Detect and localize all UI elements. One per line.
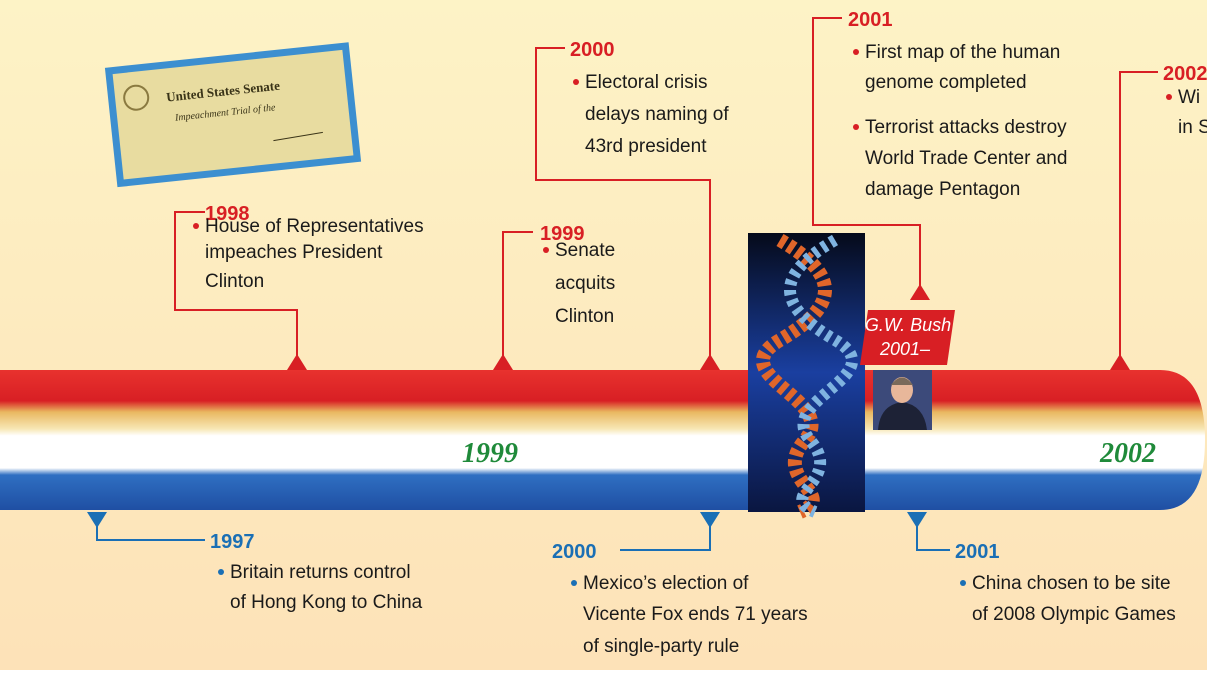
event-text: House of Representatives	[205, 216, 424, 237]
event-text: Vicente Fox ends 71 years	[583, 604, 808, 625]
event-year: 2001	[848, 9, 893, 31]
event-text: Senate	[555, 240, 615, 261]
event-text: of Hong Kong to China	[230, 592, 423, 613]
bullet-dot	[543, 247, 549, 253]
bullet-dot	[1166, 94, 1172, 100]
president-name: G.W. Bush	[865, 315, 951, 335]
bullet-dot	[218, 569, 224, 575]
event-year: 2002	[1163, 63, 1207, 85]
timeline-page: 1999 2002 United States Senate Impeachme…	[0, 0, 1207, 670]
event-text: Terrorist attacks destroy	[865, 117, 1067, 138]
event-year: 2000	[570, 39, 615, 61]
president-term: 2001–	[879, 339, 931, 359]
event-text: Britain returns control	[230, 562, 411, 583]
event-text: Wi	[1178, 87, 1200, 108]
event-text: genome completed	[865, 72, 1027, 93]
event-text: China chosen to be site	[972, 573, 1171, 594]
bullet-dot	[573, 79, 579, 85]
president-photo	[873, 370, 932, 430]
event-text: in S	[1178, 117, 1207, 138]
bullet-dot	[853, 49, 859, 55]
event-text: of single-party rule	[583, 636, 739, 657]
event-text: 43rd president	[585, 136, 707, 157]
event-text: of 2008 Olympic Games	[972, 604, 1176, 625]
event-year: 1997	[210, 531, 255, 553]
event-text: Clinton	[555, 306, 614, 327]
event-text: Electoral crisis	[585, 72, 707, 93]
bullet-dot	[960, 580, 966, 586]
event-text: acquits	[555, 273, 615, 294]
event-year: 2000	[552, 541, 597, 563]
event-text: damage Pentagon	[865, 179, 1020, 200]
event-text: First map of the human	[865, 42, 1060, 63]
bullet-dot	[853, 124, 859, 130]
event-text: delays naming of	[585, 104, 729, 125]
event-year: 2001	[955, 541, 1000, 563]
dna-photo	[748, 233, 865, 512]
event-text: impeaches President	[205, 242, 383, 263]
event-text: Clinton	[205, 271, 264, 292]
bullet-dot	[193, 223, 199, 229]
senate-ticket: United States Senate Impeachment Trial o…	[105, 42, 361, 187]
timeline-band	[0, 370, 1205, 510]
event-text: Mexico’s election of	[583, 573, 749, 594]
timeline-label: 2002	[1099, 438, 1156, 469]
timeline-label: 1999	[462, 438, 518, 469]
event-text: World Trade Center and	[865, 148, 1067, 169]
bullet-dot	[571, 580, 577, 586]
